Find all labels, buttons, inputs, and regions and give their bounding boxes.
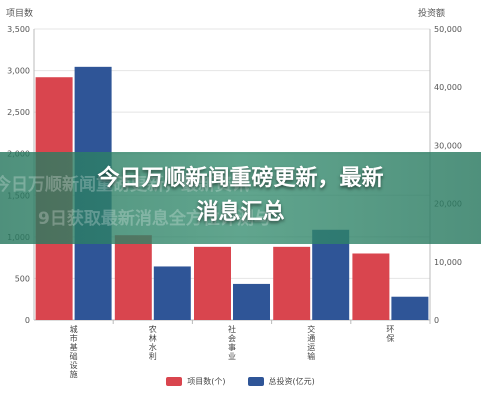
right-tick-label: 50,000: [434, 25, 462, 34]
bar-project-count: [194, 246, 231, 320]
legend-label: 总投资(亿元): [268, 377, 315, 386]
chart-legend: 项目数(个) 总投资(亿元): [0, 376, 481, 387]
left-tick-label: 3,500: [7, 25, 30, 34]
banner-background: [0, 152, 481, 244]
bar-project-count: [114, 235, 152, 320]
left-tick-label: 3,000: [7, 67, 30, 76]
right-tick-label: 10,000: [434, 258, 462, 267]
bar-total-investment: [312, 229, 350, 320]
left-tick-label: 2,500: [7, 108, 30, 117]
legend-label: 项目数(个): [187, 377, 226, 386]
left-tick-label: 0: [25, 316, 30, 325]
x-tick-label: 社会事业: [228, 324, 236, 361]
legend-item: 项目数(个): [166, 376, 226, 387]
x-tick-label: 城市基础设施: [70, 325, 78, 379]
bar-project-count: [352, 253, 390, 320]
right-axis-title: 投资额: [417, 9, 445, 19]
left-axis-title: 项目数: [6, 9, 34, 19]
banner-echo-text: 今日万顺新闻重磅更新，最新资讯: [0, 175, 249, 195]
legend-swatch: [247, 377, 264, 386]
legend-swatch: [166, 377, 183, 386]
right-tick-label: 40,000: [434, 83, 462, 92]
headline-line-1: 今日万顺新闻重磅更新，最新: [97, 166, 384, 191]
headline-text: 今日万顺新闻重磅更新，最新 消息汇总: [0, 162, 481, 230]
bar-total-investment: [391, 296, 429, 320]
right-tick-label: 30,000: [434, 141, 462, 150]
headline-banner: 今日万顺新闻重磅更新，最新资讯 9日获取最新消息全方位评测与 今日万顺新闻重磅更…: [0, 152, 481, 244]
x-tick-label: 农林水利: [149, 324, 157, 361]
left-tick-label: 500: [15, 274, 30, 283]
bar-project-count: [273, 246, 311, 320]
headline-line-2: 消息汇总: [196, 200, 285, 225]
banner-echo-text: 9日获取最新消息全方位评测与: [38, 209, 271, 229]
legend-item: 总投资(亿元): [247, 376, 315, 387]
x-tick-label: 环保: [386, 325, 394, 343]
x-tick-label: 交通运输: [307, 324, 315, 361]
right-tick-label: 0: [434, 316, 439, 325]
bar-total-investment: [233, 283, 270, 320]
bar-total-investment: [153, 266, 191, 320]
